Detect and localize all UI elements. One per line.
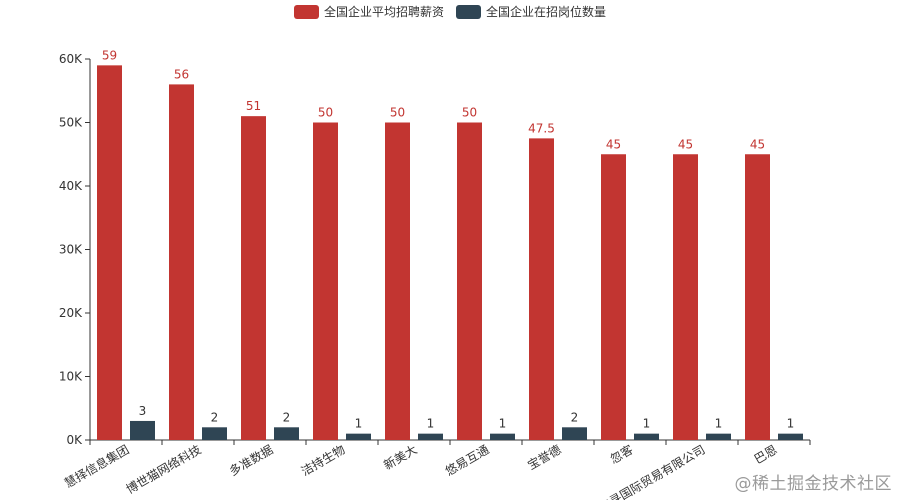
bar-positions [418,433,443,440]
data-label-positions: 1 [499,417,507,431]
bar-salary [529,138,554,440]
bar-positions [706,433,731,440]
bar-salary [601,154,626,440]
data-label-salary: 47.5 [528,121,555,135]
legend-label-salary: 全国企业平均招聘薪资 [323,5,444,19]
x-tick-label: 悠易互通 [442,442,491,479]
x-tick-label: 多准数据 [226,442,275,479]
data-label-positions: 2 [283,410,291,424]
legend-swatch-positions [456,4,481,19]
bar-positions [490,433,515,440]
legend-swatch-salary [293,4,319,19]
y-tick-label: 50K [59,116,83,130]
bar-positions [778,433,803,440]
data-label-salary: 51 [246,99,261,113]
legend-label-positions: 全国企业在招岗位数量 [486,5,607,19]
y-tick-label: 30K [59,243,83,257]
bar-positions [346,433,371,440]
data-label-salary: 59 [102,48,117,62]
data-label-salary: 45 [678,137,693,151]
y-tick-label: 40K [59,179,83,193]
bar-salary [241,116,266,441]
y-tick-label: 10K [59,370,83,384]
bar-salary [457,122,482,440]
y-tick-label: 60K [59,52,83,66]
legend: 全国企业平均招聘薪资 全国企业在招岗位数量 [0,3,900,20]
data-label-salary: 45 [750,137,765,151]
bar-positions [130,420,155,440]
data-label-positions: 2 [571,410,579,424]
y-tick-label: 20K [59,306,83,320]
data-label-positions: 1 [355,417,363,431]
bar-positions [202,427,227,440]
bar-salary [169,84,194,441]
legend-item-positions[interactable]: 全国企业在招岗位数量 [456,3,606,20]
bar-positions [274,427,299,440]
x-tick-label: 宝誉德 [525,442,564,473]
bar-salary [673,154,698,440]
bar-positions [634,433,659,440]
bar-salary [385,122,410,440]
data-label-salary: 56 [174,67,189,81]
x-tick-label: 忽客 [607,442,635,467]
x-tick-label: 洁持生物 [298,442,347,479]
data-label-positions: 2 [211,410,219,424]
data-label-salary: 50 [318,106,333,120]
data-label-salary: 50 [462,106,477,120]
bar-salary [745,154,770,440]
data-label-positions: 1 [427,417,435,431]
x-tick-label: 巴恩 [752,442,780,466]
y-tick-label: 0K [66,433,83,447]
data-label-positions: 1 [787,417,795,431]
data-label-salary: 45 [606,137,621,151]
legend-item-salary[interactable]: 全国企业平均招聘薪资 [293,3,444,20]
data-label-positions: 1 [715,417,723,431]
x-tick-label: 慧择信息集团 [62,442,132,491]
x-tick-label: 博世猫网络科技 [123,442,203,497]
data-label-salary: 50 [390,106,405,120]
data-label-positions: 3 [139,404,147,418]
x-tick-label: 新美大 [381,442,420,473]
watermark: @稀土掘金技术社区 [734,474,892,494]
bar-salary [313,122,338,440]
bar-positions [562,427,587,440]
data-label-positions: 1 [643,417,651,431]
bar-salary [97,65,122,440]
